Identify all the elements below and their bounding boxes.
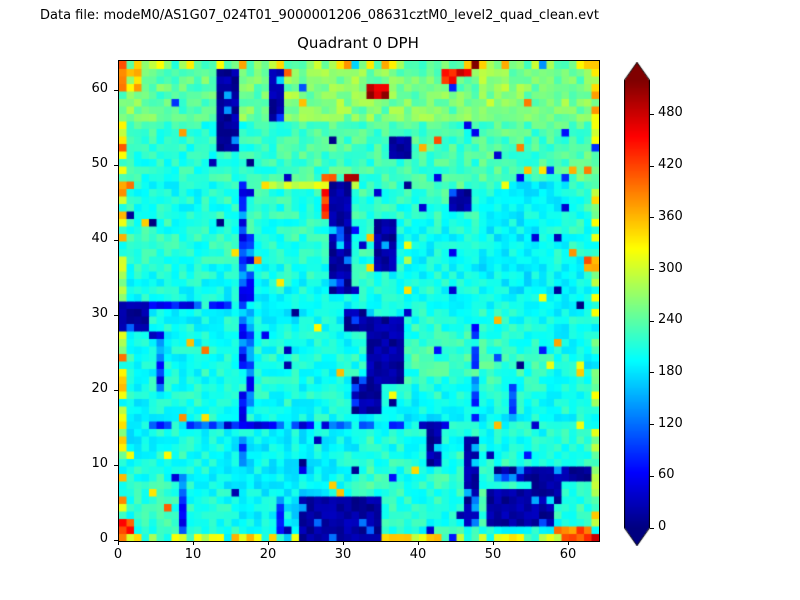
x-tick [492, 541, 494, 545]
colorbar-tick-label: 0 [658, 519, 667, 534]
colorbar-tick-label: 120 [658, 415, 683, 431]
y-tick [114, 464, 118, 466]
colorbar-tick-label: 240 [658, 312, 683, 328]
colorbar-tick [650, 165, 654, 167]
x-tick-label: 20 [259, 547, 277, 562]
colorbar-tick [650, 527, 654, 529]
colorbar-tick-label: 360 [658, 208, 683, 224]
y-tick-label: 30 [91, 306, 108, 321]
colorbar-tick [650, 113, 654, 115]
x-tick [192, 541, 194, 545]
x-tick-label: 10 [184, 547, 202, 562]
colorbar-tick-label: 300 [658, 260, 683, 276]
x-tick-label: 50 [484, 547, 502, 562]
colorbar-tick-label: 480 [658, 105, 683, 121]
colorbar [624, 62, 650, 546]
colorbar-tick-label: 180 [658, 363, 683, 379]
data-file-label: Data file: modeM0/AS1G07_024T01_90000012… [40, 8, 599, 23]
y-tick [114, 389, 118, 391]
y-tick-label: 10 [91, 456, 108, 471]
y-tick-label: 0 [99, 531, 108, 546]
x-tick [267, 541, 269, 545]
colorbar-tick [650, 372, 654, 374]
chart-title: Quadrant 0 DPH [297, 34, 419, 52]
x-tick-label: 40 [409, 547, 427, 562]
y-tick [114, 314, 118, 316]
heatmap-canvas [119, 61, 599, 541]
y-tick [114, 89, 118, 91]
y-tick [114, 239, 118, 241]
colorbar-tick-label: 420 [658, 157, 683, 173]
x-tick [117, 541, 119, 545]
colorbar-tick [650, 424, 654, 426]
x-tick [567, 541, 569, 545]
y-tick-label: 20 [91, 381, 108, 396]
y-tick-label: 60 [91, 81, 108, 96]
y-tick-label: 50 [91, 156, 108, 171]
x-tick-label: 0 [113, 547, 123, 562]
y-tick-label: 40 [91, 231, 108, 246]
y-tick [114, 539, 118, 541]
plot-area [118, 60, 600, 542]
x-tick-label: 30 [334, 547, 352, 562]
x-tick-label: 60 [559, 547, 577, 562]
colorbar-tick [650, 217, 654, 219]
colorbar-tick [650, 269, 654, 271]
y-tick [114, 164, 118, 166]
colorbar-tick [650, 320, 654, 322]
colorbar-tick [650, 475, 654, 477]
x-tick [417, 541, 419, 545]
x-tick [342, 541, 344, 545]
colorbar-tick-label: 60 [658, 467, 675, 483]
